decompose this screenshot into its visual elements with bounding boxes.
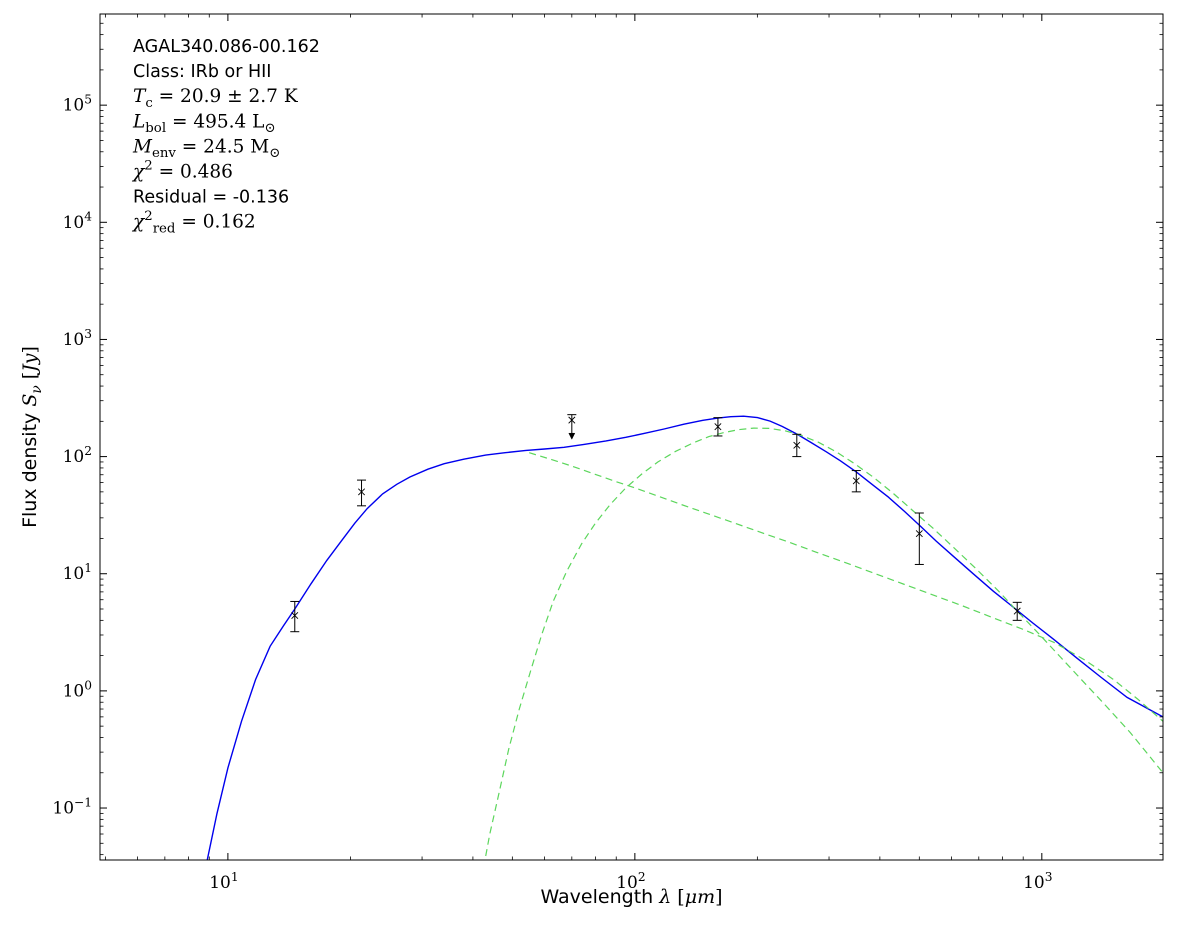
x-tick-label: 102 <box>616 870 645 893</box>
y-tick-label: 103 <box>63 327 92 350</box>
annotation-line-source-class: Class: IRb or HII <box>133 62 271 82</box>
model-curves <box>206 415 1163 860</box>
axis-ticks <box>100 13 1163 860</box>
component-curve <box>484 427 1163 860</box>
data-point <box>713 417 723 437</box>
photometry-points <box>290 414 1022 633</box>
total-fit-curve <box>206 415 1163 860</box>
y-tick-label: 100 <box>63 678 92 701</box>
y-tick-label: 101 <box>63 561 92 584</box>
x-tick-label: 101 <box>209 870 238 893</box>
y-tick-labels: 10−1 100 101 102 103 104 105 <box>52 93 92 819</box>
x-tick-label: 103 <box>1023 870 1052 893</box>
y-tick-label: 104 <box>63 210 93 233</box>
y-axis-label: Flux density Sν [Jy] <box>19 346 45 528</box>
annotation-line-bolometric-luminosity: Lbol = 495.4 L⊙ <box>132 111 276 136</box>
annotation-line-reduced-chi-squared: χ2red = 0.162 <box>131 209 256 237</box>
data-point <box>1012 601 1022 621</box>
data-point <box>914 512 924 565</box>
annotation-block: AGAL340.086-00.162 Class: IRb or HII Tc = … <box>131 37 320 237</box>
y-tick-label: 102 <box>63 444 92 467</box>
data-point <box>792 433 802 458</box>
y-tick-label: 105 <box>63 93 92 116</box>
annotation-line-dust-temperature: Tc = 20.9 ± 2.7 K <box>133 86 299 111</box>
annotation-line-envelope-mass: Menv = 24.5 M⊙ <box>132 136 280 161</box>
data-point <box>290 600 300 633</box>
annotation-line-residual: Residual = -0.136 <box>133 188 289 208</box>
data-point <box>851 470 861 493</box>
data-point-upper-limit <box>567 414 577 440</box>
x-axis-label: Wavelength λ [μm] <box>540 886 722 908</box>
annotation-line-chi-squared: χ2 = 0.486 <box>131 159 233 183</box>
component-curve <box>529 452 1163 722</box>
y-tick-label: 10−1 <box>52 795 92 818</box>
data-point <box>357 479 367 507</box>
annotation-line-source-name: AGAL340.086-00.162 <box>133 37 320 57</box>
x-tick-labels: 101 102 103 <box>209 870 1052 893</box>
axes-frame <box>99 13 1164 861</box>
